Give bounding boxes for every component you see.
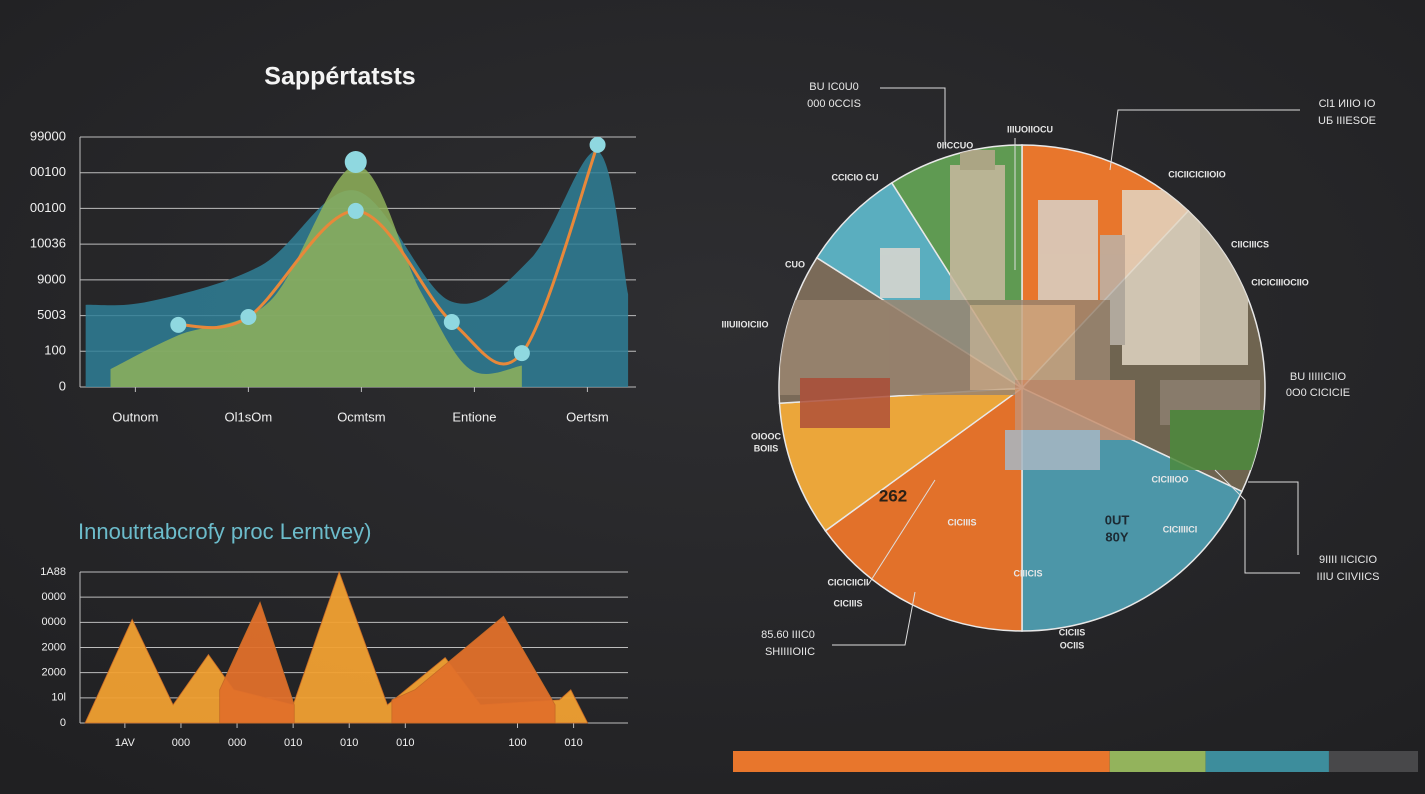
annotation: CICICIIIOCIIO bbox=[1251, 277, 1309, 287]
y-tick-label: 0000 bbox=[42, 591, 66, 603]
marker bbox=[240, 309, 257, 325]
x-tick-label: Ocmtsm bbox=[337, 409, 385, 424]
annotation: OIOOC bbox=[751, 431, 782, 441]
marker bbox=[513, 345, 530, 362]
chart-title: Innoutrtabcrofy proc Lerntvey) bbox=[78, 519, 371, 544]
chart-title: Sappértatsts bbox=[264, 63, 415, 91]
y-tick-label: 10l bbox=[51, 692, 66, 704]
bar-segment bbox=[1328, 751, 1418, 772]
y-tick-label: 0 bbox=[59, 378, 66, 393]
y-tick-label: 0 bbox=[60, 717, 66, 729]
annotation: 85.60 IIIC0 bbox=[761, 629, 815, 641]
annotation: Cl1 ИIIO IO bbox=[1319, 98, 1376, 110]
x-tick-label: Entione bbox=[452, 409, 496, 424]
x-tick-label: 010 bbox=[564, 737, 582, 749]
x-tick-label: 010 bbox=[396, 737, 414, 749]
annotation: CICIICICIIOIO bbox=[1168, 169, 1226, 179]
y-tick-label: 2000 bbox=[42, 641, 66, 653]
annotation: 0IICCUO bbox=[937, 140, 974, 150]
annotation: CICIIIICI bbox=[1163, 524, 1198, 534]
slice-label: 80Y bbox=[1105, 529, 1128, 544]
annotation: CICICIICII bbox=[827, 577, 868, 587]
annotation: CICIIIS bbox=[947, 517, 976, 527]
y-tick-label: 2000 bbox=[42, 667, 66, 679]
x-tick-label: Oertsm bbox=[566, 409, 609, 424]
x-tick-label: Outnom bbox=[112, 409, 158, 424]
stacked-bar bbox=[733, 751, 1418, 772]
y-tick-label: 00100 bbox=[30, 164, 66, 179]
x-tick-label: Ol1sOm bbox=[225, 409, 273, 424]
y-tick-label: 10036 bbox=[30, 236, 66, 251]
y-tick-label: 1A88 bbox=[40, 566, 66, 578]
annotation: CICIIS bbox=[1059, 627, 1086, 637]
annotation: 000 0CCIS bbox=[807, 98, 861, 110]
y-tick-label: 5003 bbox=[37, 307, 66, 322]
annotation: 0O0 CICICIE bbox=[1286, 387, 1350, 399]
annotation: CICIIIOO bbox=[1151, 474, 1188, 484]
marker bbox=[170, 316, 187, 333]
y-tick-label: 9000 bbox=[37, 271, 66, 286]
x-tick-label: 000 bbox=[172, 737, 190, 749]
area bbox=[110, 165, 522, 387]
marker bbox=[344, 151, 367, 173]
x-tick-label: 010 bbox=[340, 737, 358, 749]
annotation: CCICIO CU bbox=[832, 172, 879, 182]
annotation: UБ IIIESOE bbox=[1318, 115, 1376, 127]
x-tick-label: 1AV bbox=[115, 737, 136, 749]
annotation: IIIUIIOICIIO bbox=[721, 319, 768, 329]
y-tick-label: 100 bbox=[44, 343, 66, 358]
annotation: CUO bbox=[785, 259, 805, 269]
annotation: BU IC0U0 bbox=[809, 81, 859, 93]
bar-segment bbox=[1205, 751, 1329, 772]
x-tick-label: 000 bbox=[228, 737, 246, 749]
x-tick-label: 010 bbox=[284, 737, 302, 749]
bar-segment bbox=[733, 751, 1110, 772]
annotation: SHIIIIOIIC bbox=[765, 646, 815, 658]
bar-segment bbox=[1109, 751, 1206, 772]
marker bbox=[589, 136, 606, 153]
annotation: CIIICIS bbox=[1013, 568, 1042, 578]
slice-label: 262 bbox=[879, 486, 907, 505]
pie-slice bbox=[824, 386, 1023, 632]
y-tick-label: 0000 bbox=[42, 616, 66, 628]
marker bbox=[443, 314, 460, 330]
annotation: BOIIS bbox=[754, 443, 779, 453]
annotation: IIIUOIIOCU bbox=[1007, 124, 1053, 134]
marker bbox=[347, 202, 364, 219]
y-tick-label: 99000 bbox=[30, 128, 66, 143]
area bbox=[219, 601, 556, 724]
city-photo bbox=[780, 150, 1265, 470]
annotation: CIICIIICS bbox=[1231, 239, 1269, 249]
annotation: 9IIII IICICIO bbox=[1319, 554, 1378, 566]
leader-lines bbox=[832, 87, 1300, 646]
slice-label: 0UT bbox=[1105, 512, 1130, 527]
annotation: CICIIIS bbox=[833, 598, 862, 608]
annotation: IIIU CIIVIICS bbox=[1317, 571, 1380, 583]
x-tick-label: 100 bbox=[508, 737, 526, 749]
y-tick-label: 00100 bbox=[30, 200, 66, 215]
annotation: OCIIS bbox=[1060, 640, 1085, 650]
annotation: BU IIIIICIIO bbox=[1290, 371, 1347, 383]
